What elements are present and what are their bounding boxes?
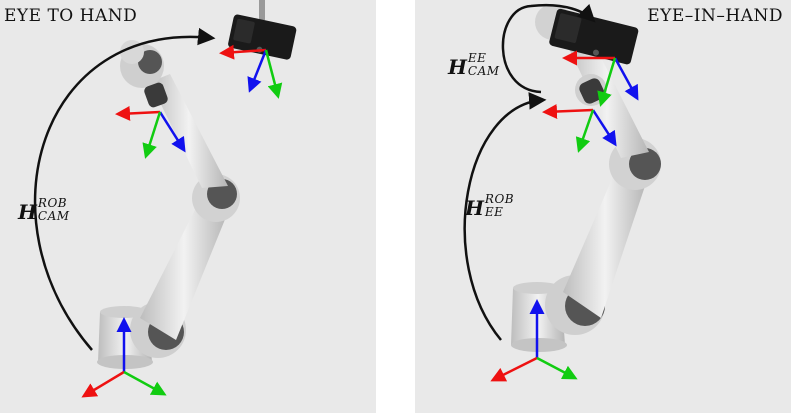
- transform-label-rob-cam: H ROB CAM: [18, 195, 70, 224]
- transform-arrow-rob-ee: [463, 92, 547, 341]
- panel-title: EYE TO HAND: [4, 6, 138, 26]
- camera-icon: [228, 14, 297, 60]
- eye-in-hand-panel: EYE–IN–HAND: [415, 0, 791, 413]
- transform-arrow: [33, 27, 216, 351]
- transform-label-ee-cam: H EE CAM: [448, 50, 500, 79]
- robot-arm: [511, 4, 661, 352]
- base-frame-axes: [490, 299, 578, 382]
- eye-to-hand-illustration: [33, 0, 297, 398]
- base-frame-axes: [81, 317, 167, 398]
- eye-to-hand-panel: EYE TO HAND: [0, 0, 376, 413]
- camera-icon: [549, 8, 639, 65]
- transform-label-rob-ee: H ROB EE: [465, 191, 515, 220]
- eye-in-hand-illustration: [463, 3, 661, 382]
- transform-arrow-ee-cam: [501, 3, 596, 94]
- camera-mount-rod: [259, 0, 265, 20]
- camera-frame-axes: [219, 44, 283, 99]
- end-effector-frame-axes: [542, 104, 617, 153]
- end-effector-frame-axes: [115, 105, 186, 159]
- panel-title: EYE–IN–HAND: [647, 6, 783, 26]
- camera-frame-axes: [562, 50, 639, 107]
- robot-arm: [97, 40, 240, 369]
